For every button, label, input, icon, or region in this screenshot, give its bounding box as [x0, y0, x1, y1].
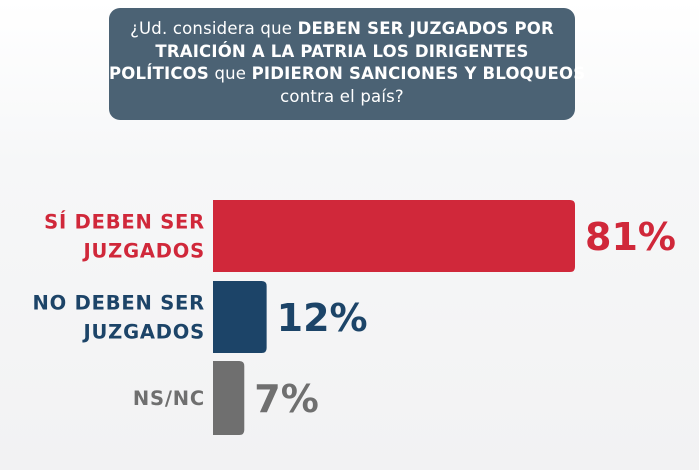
category-label-1-0: NO DEBEN SER [33, 292, 205, 315]
question-line-2: TRAICIÓN A LA PATRIA LOS DIRIGENTES [155, 41, 529, 61]
category-label-1-1: JUZGADOS [81, 321, 205, 344]
value-label-1: 12% [277, 296, 368, 340]
bar-2 [213, 361, 245, 435]
question-line-3: POLÍTICOS que PIDIERON SANCIONES Y BLOQU… [109, 64, 586, 83]
value-label-2: 7% [254, 377, 319, 421]
question-line-4: contra el país? [280, 86, 404, 106]
category-label-2-0: NS/NC [133, 387, 205, 410]
bar-0 [213, 200, 575, 272]
category-label-0-0: SÍ DEBEN SER [44, 211, 205, 234]
value-label-0: 81% [585, 215, 676, 259]
category-label-0-1: JUZGADOS [81, 240, 205, 263]
question-line-1: ¿Ud. considera que DEBEN SER JUZGADOS PO… [130, 19, 554, 38]
bar-1 [213, 281, 267, 353]
question-box: ¿Ud. considera que DEBEN SER JUZGADOS PO… [109, 8, 586, 120]
